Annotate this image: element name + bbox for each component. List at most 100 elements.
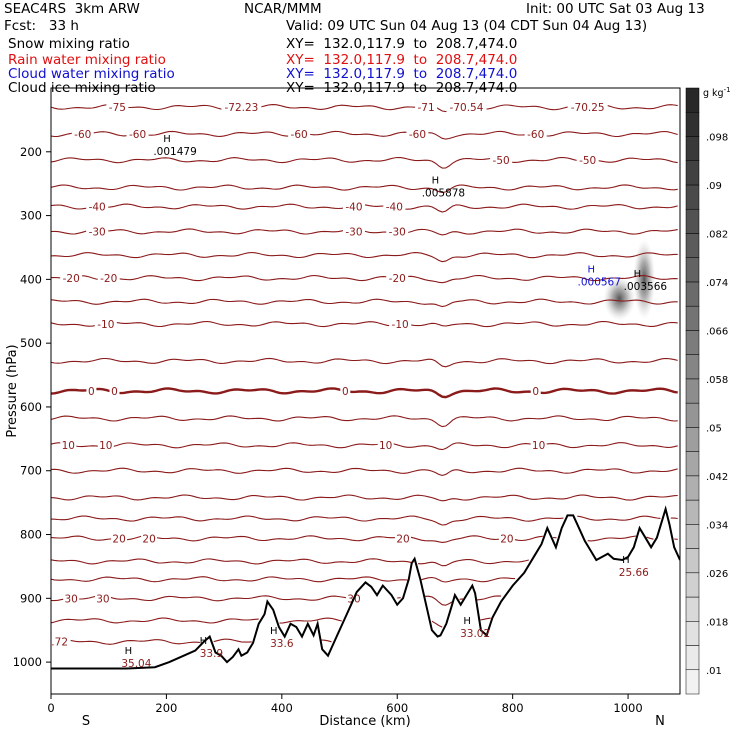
colorbar-label: .098 [706, 132, 728, 143]
colorbar-cell [685, 281, 700, 307]
field-xy-cloud-water: XY= 132.0,117.9 to 208.7,474.0 [286, 66, 518, 82]
axes: 0 200 400 600 800 100020030040050060070080090… [13, 145, 643, 715]
isotherm-label: 30 [65, 593, 78, 605]
isotherm-line [51, 515, 678, 526]
annotation-value: .003566 [624, 281, 668, 293]
isotherm-label: -70.54 [450, 102, 484, 114]
isotherm-label: -50 [493, 155, 510, 167]
colorbar-cell [685, 645, 700, 671]
y-tick-label: 200 [20, 145, 42, 159]
colorbar-cell [685, 111, 700, 137]
colorbar-cell [685, 208, 700, 234]
annotation-value: 33.02 [460, 628, 490, 640]
colorbar-cell [685, 596, 700, 622]
isotherm-label-bg [530, 385, 541, 397]
annotations: H.001479H.005878H.000567H.003566H35.04H3… [121, 134, 667, 670]
y-tick-label: 900 [20, 591, 42, 605]
colorbar-cell [685, 499, 700, 525]
isotherm-line [51, 494, 678, 502]
field-xy-rain: XY= 132.0,117.9 to 208.7,474.0 [286, 52, 518, 68]
isotherm-label-bg [386, 272, 409, 285]
isotherm-label-bg [340, 385, 351, 397]
isotherm-label-bg [524, 127, 547, 140]
isotherm-label: 20 [112, 533, 125, 545]
isotherm-line [51, 274, 678, 284]
isotherm-label-bg [389, 318, 412, 331]
plot-frame [50, 87, 681, 695]
colorbar-cell [685, 475, 700, 501]
colorbar-cell [685, 548, 700, 574]
isotherm-line [51, 387, 678, 399]
isotherm-label: -20 [389, 273, 406, 285]
isotherm-label-bg [415, 101, 438, 114]
colorbar-cell [685, 257, 700, 283]
isotherm-label-bg [60, 272, 83, 285]
isotherm-label-bg [406, 127, 429, 140]
isotherm-label: 30 [96, 593, 109, 605]
annotation-value: .001479 [153, 146, 196, 158]
isotherm-label: -71 [418, 102, 435, 114]
colorbar-cell [685, 330, 700, 355]
isotherm-label-bg [86, 200, 109, 213]
annotation-value: 33.9 [200, 648, 223, 660]
colorbar-label: .082 [706, 229, 728, 240]
isotherm-label-bg [126, 127, 149, 140]
colorbar-cell [685, 354, 700, 380]
isotherm-label-bg [395, 532, 412, 545]
isotherm-label-bg [490, 154, 513, 167]
ice-shade-blob [603, 276, 636, 321]
annotation-value: 35.04 [121, 658, 151, 670]
isotherm-label-bg [109, 385, 120, 397]
x-tick-label: 600 [386, 701, 408, 715]
isotherm-label-bg [288, 127, 311, 140]
isotherm-label: -30 [345, 227, 362, 239]
colorbar-cell [685, 524, 700, 549]
colorbar-unit: g kg-1 [703, 86, 731, 99]
isotherm-label: 0 [342, 386, 349, 398]
high-marker: H [463, 616, 471, 627]
isotherm-label: -40 [386, 202, 403, 214]
isotherm-line [51, 130, 678, 140]
isotherm-line [51, 442, 678, 451]
isotherm-contours: -75 -72.23 -71 -70.54 -70.25 -60 -60 -60 -60 -60 -… [51, 101, 678, 649]
high-marker: H [200, 636, 208, 647]
y-tick-label: 700 [20, 464, 42, 478]
isotherm-label-bg [342, 200, 365, 213]
isotherm-label: 0 [88, 386, 95, 398]
x-end-left-label: S [82, 714, 90, 729]
field-xy-snow: XY= 132.0,117.9 to 208.7,474.0 [286, 36, 518, 52]
isotherm-label: .72 [51, 637, 68, 649]
header-center: NCAR/MMM [244, 1, 322, 17]
colorbar-cell [685, 621, 700, 646]
terrain [51, 505, 680, 670]
y-tick-label: 400 [20, 272, 42, 286]
isotherm-label: 10 [532, 440, 545, 452]
annotation-value: .000567 [578, 277, 621, 289]
colorbar-label: .074 [706, 278, 728, 289]
high-marker: H [622, 555, 630, 566]
header-fcst: Fcst: 33 h [4, 18, 79, 34]
isotherm-label: 20 [500, 533, 513, 545]
colorbar-label: .066 [706, 326, 728, 337]
isotherm-label: 10 [62, 440, 75, 452]
isotherm-line [51, 638, 332, 645]
annotation-value: 33.6 [270, 638, 294, 650]
colorbar-cell [685, 184, 700, 210]
isotherm-label: -50 [579, 155, 596, 167]
isotherm-label-bg [383, 200, 406, 213]
high-marker: H [125, 646, 133, 657]
isotherm-label: -70.25 [571, 102, 605, 114]
y-tick-label: 500 [20, 336, 42, 350]
terrain-line [51, 505, 680, 670]
isotherm-line [51, 357, 678, 368]
isotherm-label-bg [86, 225, 109, 238]
isotherm-label-bg [386, 225, 409, 238]
high-marker: H [432, 175, 440, 186]
isotherm-label-bg [94, 318, 117, 331]
colorbar-cell [685, 305, 700, 331]
isotherm-label: 10 [99, 440, 112, 452]
annotation-value: .005878 [422, 187, 465, 199]
isotherm-line [51, 617, 491, 628]
colorbar-label: .026 [706, 569, 728, 580]
isotherm-label-bg [498, 532, 515, 545]
